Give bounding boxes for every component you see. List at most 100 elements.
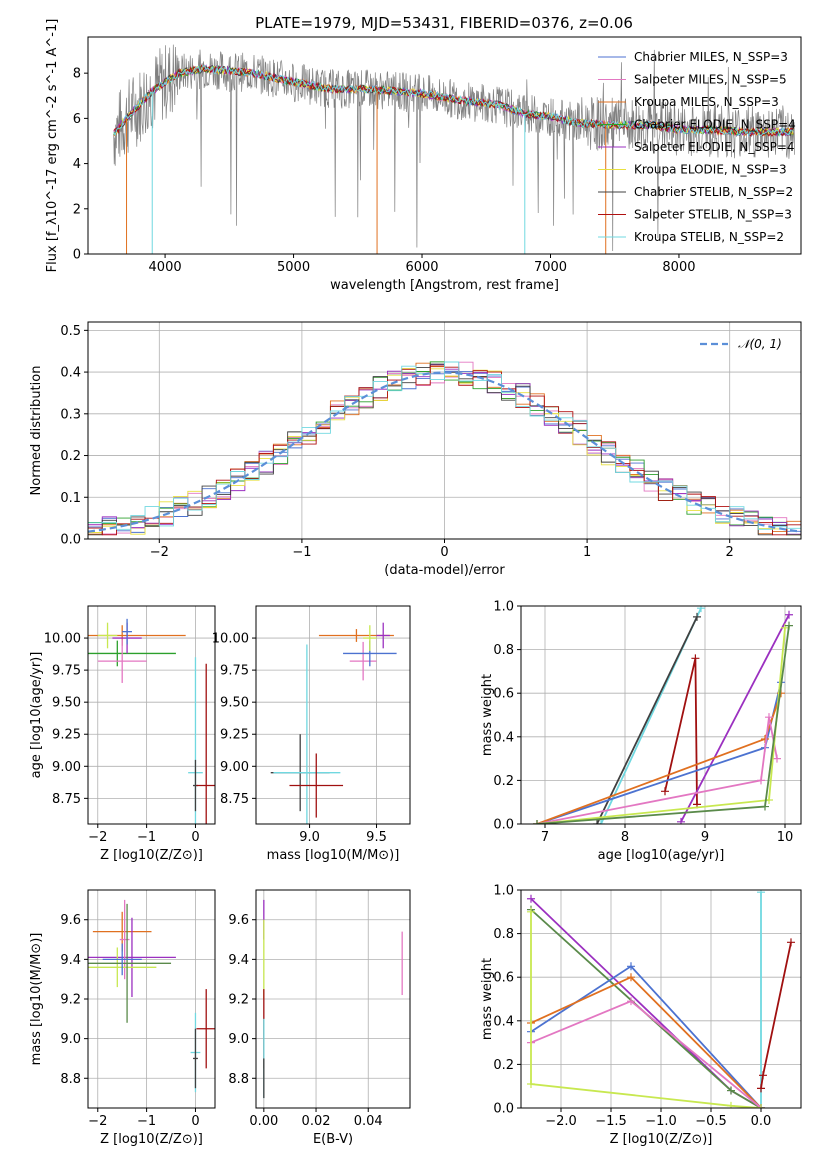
weight-line-6 [536,717,778,824]
y-tick-label: 9.25 [52,728,81,743]
weight-marker [527,894,535,903]
x-tick-label: 0.00 [249,1114,278,1129]
plot-area [527,890,795,1108]
weight-line-7 [536,627,786,824]
weight-line-5 [536,692,782,824]
x-tick-label: −2.0 [545,1114,577,1129]
weight-marker [727,1101,735,1108]
x-tick-label: −2 [88,1114,107,1129]
x-tick-label: −1 [292,545,311,560]
x-tick-label: 0 [191,1114,199,1129]
weight-marker [527,907,535,916]
y-tick-label: 6 [73,112,81,127]
x-tick-label: 1 [583,545,591,560]
legend-label: Salpeter ELODIE, N_SSP=4 [634,140,795,154]
legend-label: Salpeter STELIB, N_SSP=3 [634,208,792,222]
x-axis-label: mass [log10(M/M⊙)] [267,848,400,863]
weight-line-7 [530,911,762,1108]
panel-massweight-vs-Z: −2.0 −1.5 −1.0 −0.5 0.0 0.0 0.2 0.4 0.6 0.8 1.0 Z [… [480,884,802,1147]
weight-marker [785,621,793,630]
legend-label: Chabrier ELODIE, N_SSP=4 [634,118,796,132]
axes-frame [87,605,216,825]
y-tick-label: 0.5 [60,324,81,339]
figure-title: PLATE=1979, MJD=53431, FIBERID=0376, z=0… [255,14,633,32]
y-tick-label: 4 [73,157,81,172]
x-axis-label: age [log10(age/yr)] [598,848,725,863]
x-tick-label: 10 [777,830,794,845]
x-tick-label: 9.5 [366,830,387,845]
x-tick-label: −1 [137,1114,156,1129]
y-axis-label: Flux [f_λ10^-17 erg cm^-2 s^-1 A^-1] [45,19,60,273]
y-axis-label: age [log10(age/yr)] [29,652,44,779]
y-tick-label: 0.6 [493,971,514,986]
plot-area [270,622,397,824]
y-tick-label: 9.2 [228,993,249,1008]
legend-label: Kroupa ELODIE, N_SSP=3 [634,163,787,177]
weight-marker [627,973,635,982]
model-line-8 [113,64,794,138]
y-tick-label: 1.0 [493,600,514,615]
weight-marker [761,802,769,811]
weight-marker [757,1104,765,1108]
x-tick-label: 2 [726,545,734,560]
y-tick-label: 9.2 [60,993,81,1008]
y-tick-label: 10.00 [44,632,81,647]
y-tick-label: 9.6 [228,913,249,928]
plot-area [88,361,801,536]
x-axis-label: (data-model)/error [384,563,505,578]
y-tick-label: 0.8 [493,643,514,658]
x-axis-label: wavelength [Angstrom, rest frame] [330,278,559,293]
y-tick-label: 0.2 [493,1058,514,1073]
x-tick-label: 0.02 [302,1114,331,1129]
x-tick-label: −2 [150,545,169,560]
weight-marker [527,1080,535,1089]
x-tick-label: 8000 [662,260,695,275]
y-tick-label: 0.0 [493,1102,514,1117]
y-tick-label: 8.8 [228,1072,249,1087]
y-tick-label: 8.8 [60,1072,81,1087]
weight-marker [759,1071,767,1080]
plot-area [88,899,215,1093]
weight-marker [661,787,669,796]
y-tick-label: 9.50 [220,696,249,711]
x-tick-label: 7 [541,830,549,845]
y-tick-label: 0 [73,248,81,263]
y-axis-label: mass [log10(M/M⊙)] [29,933,44,1066]
axes-frame [87,321,802,540]
x-tick-label: −0.5 [695,1114,727,1129]
y-tick-label: 0.1 [60,491,81,506]
weight-line-2 [530,898,762,1108]
axes-frame [520,605,802,825]
x-tick-label: 0.0 [751,1114,772,1129]
legend-label: Chabrier STELIB, N_SSP=2 [634,185,793,199]
y-tick-label: 0.0 [60,533,81,548]
normal-reference-curve [88,371,801,533]
x-tick-label: 8 [621,830,629,845]
x-tick-label: −1.5 [595,1114,627,1129]
panel-mass-vs-Z: −2 −1 0 8.8 9.0 9.2 9.4 9.6 Z [log10(Z/Z⊙)] mass … [29,889,216,1147]
weight-marker [757,890,765,897]
x-tick-label: −1.0 [645,1114,677,1129]
y-tick-label: 9.25 [220,728,249,743]
weight-marker [691,654,700,663]
y-tick-label: 9.75 [52,664,81,679]
y-tick-label: 9.0 [228,1032,249,1047]
weight-marker [787,938,795,947]
weight-marker [765,713,773,722]
panel-mass-vs-EBV: 0.00 0.02 0.04 8.8 9.0 9.2 9.4 9.6 E(B-V) [228,889,411,1147]
weight-marker [693,612,701,621]
legend-label: Chabrier MILES, N_SSP=3 [634,50,788,64]
weight-line-8 [536,625,790,824]
x-tick-label: 0.04 [354,1114,383,1129]
y-axis-label: mass weight [480,958,495,1040]
x-tick-label: 7000 [534,260,567,275]
weight-marker [677,817,685,824]
y-tick-label: 8.75 [220,792,249,807]
legend-label: Kroupa MILES, N_SSP=3 [634,95,779,109]
x-axis-label: Z [log10(Z/Z⊙)] [100,848,203,863]
weight-line-3 [680,614,790,823]
y-tick-label: 1.0 [493,884,514,899]
histogram-step-8 [88,361,801,530]
panel-spectrum: 4000 5000 6000 7000 8000 0 2 4 6 8 wavelength [Ang… [45,19,802,293]
